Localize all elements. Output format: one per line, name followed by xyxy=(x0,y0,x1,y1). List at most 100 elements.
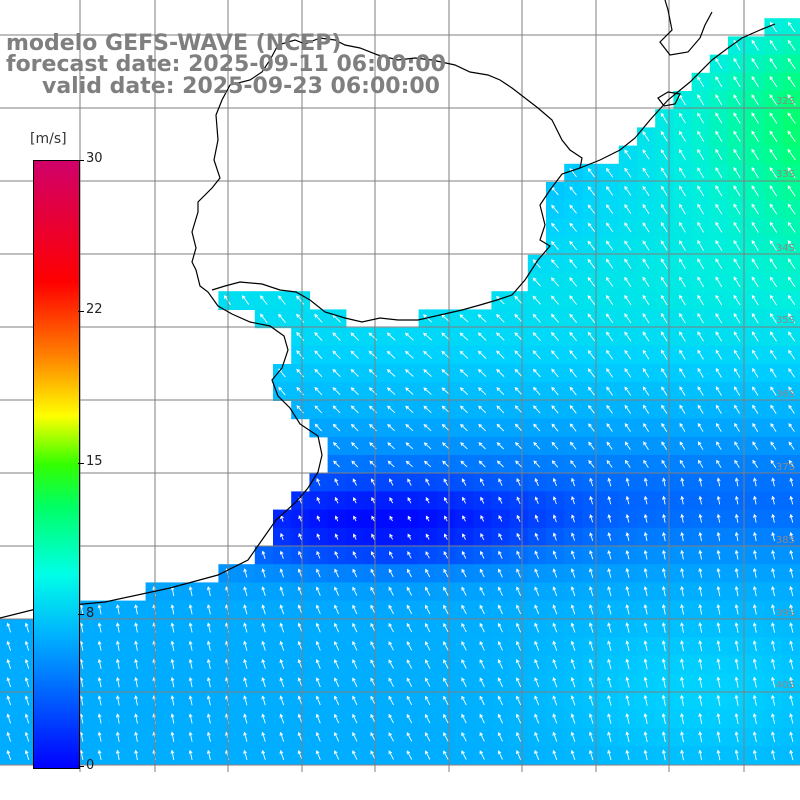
wind-arrow xyxy=(533,423,541,432)
wind-arrow xyxy=(569,441,577,450)
wind-arrow xyxy=(423,442,432,450)
wind-arrow xyxy=(606,349,614,360)
colorbar-tickmark xyxy=(78,311,84,312)
wind-arrow xyxy=(297,659,303,669)
wind-arrow xyxy=(569,423,577,432)
wind-arrow xyxy=(587,222,596,232)
wind-arrow xyxy=(787,167,796,179)
wind-arrow xyxy=(370,551,376,559)
wind-arrow xyxy=(642,131,650,142)
wind-arrow xyxy=(134,695,138,706)
wind-arrow xyxy=(170,658,175,670)
wind-arrow xyxy=(97,731,102,742)
wind-arrow xyxy=(353,533,357,540)
wind-arrow xyxy=(551,313,559,323)
wind-arrow xyxy=(588,423,595,432)
wind-arrow xyxy=(679,404,686,414)
wind-arrow xyxy=(552,496,557,505)
wind-arrow xyxy=(643,531,648,542)
wind-arrow xyxy=(788,404,795,414)
wind-arrow xyxy=(350,405,359,414)
wind-arrow xyxy=(316,568,321,578)
colorbar-tick-15: 15 xyxy=(86,454,103,469)
wind-arrow xyxy=(787,294,796,306)
speed-cell xyxy=(782,327,800,347)
wind-arrow xyxy=(551,368,559,378)
wind-arrow xyxy=(716,676,721,688)
speed-cell xyxy=(782,109,800,128)
wind-arrow xyxy=(478,460,486,468)
wind-arrow xyxy=(716,459,722,468)
wind-arrow xyxy=(698,477,703,487)
wind-arrow xyxy=(570,658,576,670)
wind-arrow xyxy=(134,713,138,724)
wind-arrow xyxy=(607,640,612,652)
speed-cell xyxy=(782,618,800,638)
wind-arrow xyxy=(406,659,413,669)
wind-arrow xyxy=(206,586,211,597)
wind-arrow xyxy=(315,659,321,669)
wind-arrow xyxy=(789,694,794,706)
wind-arrow xyxy=(479,659,485,669)
wind-arrow xyxy=(170,731,175,742)
wind-arrow xyxy=(588,459,595,468)
wind-arrow xyxy=(642,404,650,414)
wind-arrow xyxy=(497,731,503,742)
wind-arrow xyxy=(698,749,703,761)
speed-cell xyxy=(782,436,800,456)
wind-arrow xyxy=(642,258,650,269)
wind-arrow xyxy=(6,677,12,688)
wind-arrow xyxy=(315,731,321,742)
wind-arrow xyxy=(404,350,414,359)
wind-arrow xyxy=(607,604,612,615)
wind-arrow xyxy=(678,130,686,142)
wind-arrow xyxy=(642,386,650,396)
wind-arrow xyxy=(404,332,414,341)
wind-arrow xyxy=(534,477,539,487)
wind-arrow xyxy=(243,731,248,742)
speed-cell xyxy=(782,254,800,274)
wind-arrow xyxy=(315,640,321,651)
wind-arrow xyxy=(498,478,503,486)
wind-arrow xyxy=(587,313,596,324)
wind-arrow xyxy=(789,658,794,670)
wind-arrow xyxy=(388,677,394,687)
wind-arrow xyxy=(751,76,759,88)
wind-arrow xyxy=(587,258,596,269)
wind-arrow xyxy=(624,349,632,360)
wind-arrow xyxy=(788,331,796,342)
lagoon-patos xyxy=(657,91,681,107)
wind-arrow xyxy=(733,386,741,396)
wind-arrow xyxy=(388,713,394,724)
wind-arrow xyxy=(350,423,359,432)
wind-arrow xyxy=(587,168,595,178)
wind-arrow xyxy=(606,459,613,468)
wind-arrow xyxy=(570,695,576,706)
wind-arrow xyxy=(715,94,723,106)
wind-arrow xyxy=(625,694,630,706)
wind-arrow xyxy=(24,695,30,706)
wind-arrow xyxy=(770,404,777,414)
wind-arrow xyxy=(352,496,357,504)
wind-arrow xyxy=(533,441,541,450)
wind-arrow xyxy=(734,531,739,542)
wind-arrow xyxy=(752,603,757,615)
wind-arrow xyxy=(643,549,648,560)
wind-arrow xyxy=(697,349,704,360)
wind-arrow xyxy=(607,550,612,560)
wind-arrow xyxy=(389,551,394,559)
wind-arrow xyxy=(423,460,432,468)
wind-arrow xyxy=(406,604,413,615)
wind-arrow xyxy=(661,441,668,450)
wind-arrow xyxy=(6,640,12,651)
wind-arrow xyxy=(625,477,630,487)
wind-arrow xyxy=(660,167,668,178)
wind-arrow xyxy=(407,568,412,578)
wind-arrow xyxy=(497,640,503,651)
wind-arrow xyxy=(496,314,505,323)
wind-vector-arrows xyxy=(6,21,796,761)
latitude-label: 33S xyxy=(776,169,795,180)
wind-arrow xyxy=(97,640,102,651)
latitude-label: 35S xyxy=(776,315,795,326)
wind-arrow xyxy=(716,441,722,450)
